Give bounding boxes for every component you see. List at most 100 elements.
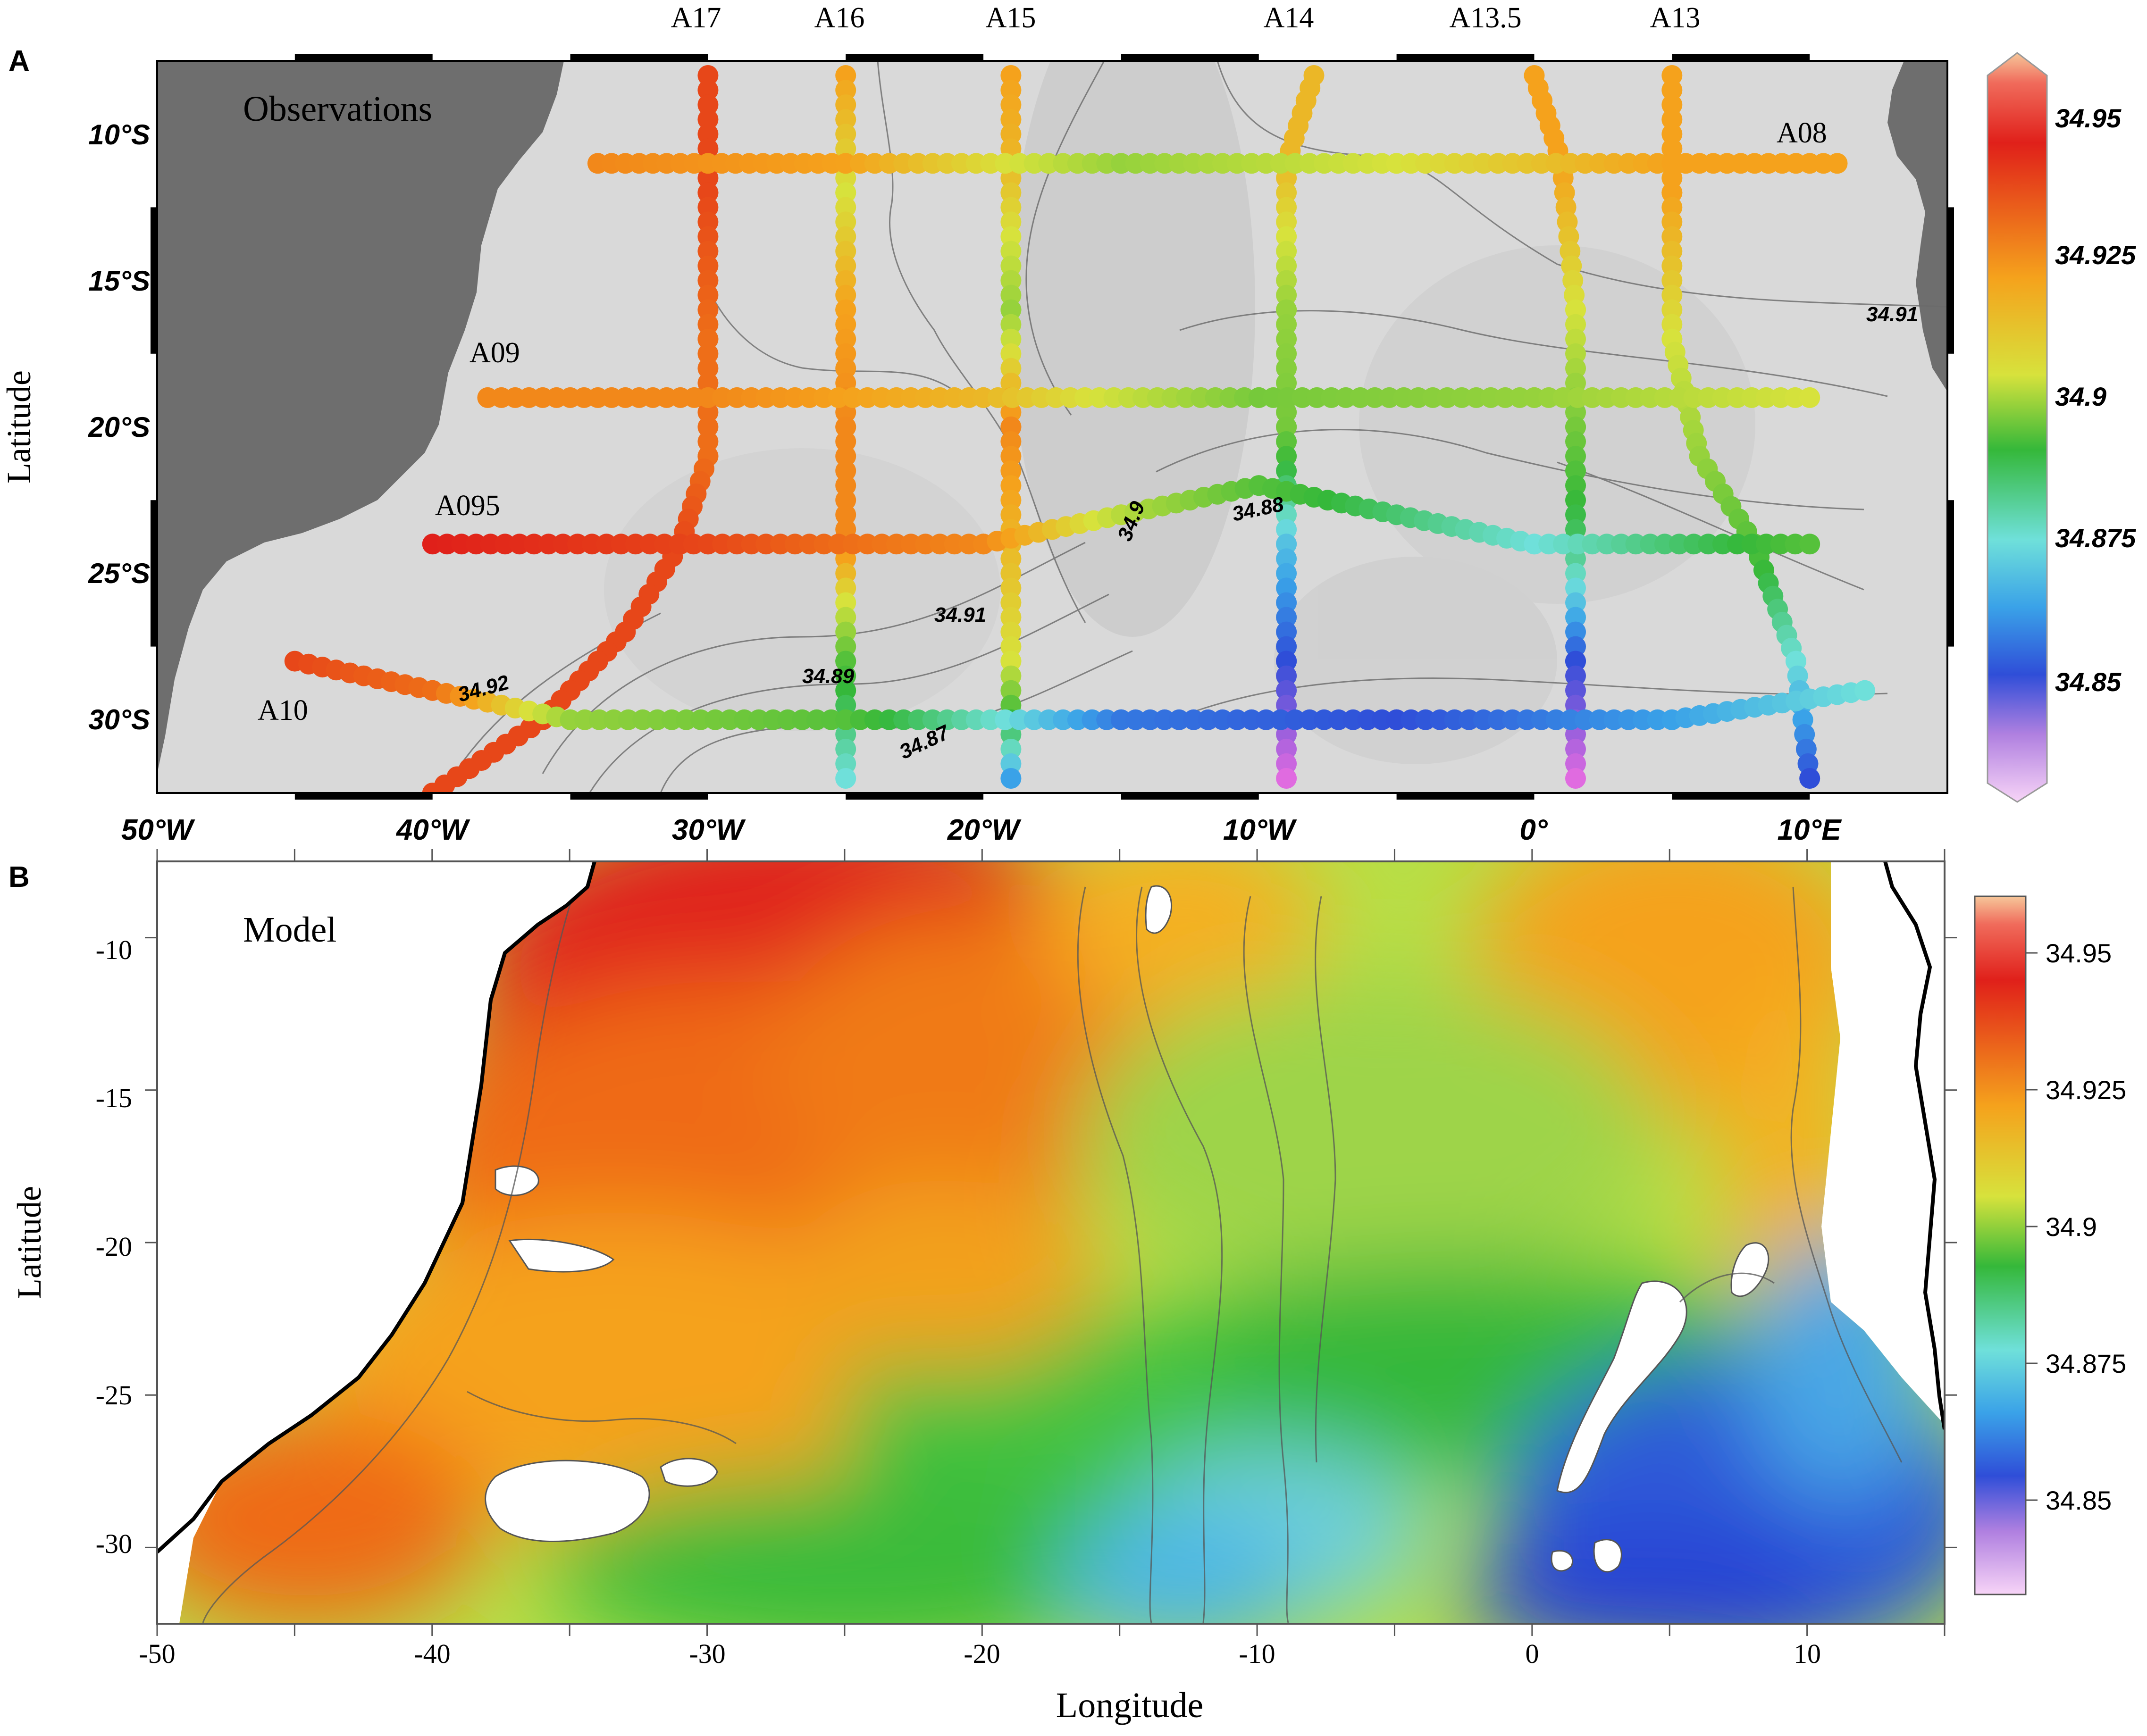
station-dot-a09 bbox=[1045, 387, 1066, 408]
station-dot-a08 bbox=[951, 153, 972, 174]
station-dot-a15 bbox=[1000, 241, 1022, 262]
station-dot-a14 bbox=[1276, 592, 1297, 613]
station-dot-a14 bbox=[1276, 211, 1297, 233]
station-dot-a135 bbox=[1565, 680, 1586, 701]
station-dot-a17 bbox=[697, 328, 719, 350]
station-dot-a10 bbox=[560, 709, 581, 730]
station-dot-a15 bbox=[1000, 284, 1022, 306]
station-dot-a08 bbox=[1473, 153, 1494, 174]
station-dot-a14 bbox=[1276, 417, 1297, 437]
station-dot-a15 bbox=[1000, 490, 1022, 511]
station-dot-a095 bbox=[1552, 534, 1574, 555]
station-dot-a16 bbox=[835, 651, 856, 672]
station-dot-a10 bbox=[806, 709, 827, 730]
station-dot-a10 bbox=[835, 709, 856, 730]
station-dot-a10 bbox=[850, 709, 871, 730]
lon-tick-label: 40°W bbox=[395, 814, 470, 846]
station-dot-a14 bbox=[1276, 241, 1297, 262]
station-dot-a135 bbox=[1565, 417, 1586, 437]
station-dot-a15 bbox=[1000, 504, 1022, 526]
station-dot-a10 bbox=[618, 709, 639, 730]
panel-b-y-ticks: -10 -15 -20 -25 -30 bbox=[96, 935, 132, 1559]
station-dot-a16 bbox=[835, 138, 856, 159]
station-dot-a095 bbox=[1785, 534, 1806, 555]
station-dot-a095 bbox=[828, 534, 849, 555]
station-dot-a09 bbox=[726, 387, 747, 408]
station-dot-a10 bbox=[1226, 709, 1248, 730]
station-dot-a16 bbox=[835, 226, 856, 247]
station-dot-a10 bbox=[1241, 709, 1262, 730]
lon-tick-label: 20°W bbox=[947, 814, 1022, 846]
station-dot-a095 bbox=[567, 534, 588, 555]
station-dot-a09 bbox=[1190, 387, 1211, 408]
station-dot-a135 bbox=[1565, 358, 1586, 379]
frame-tick-segment bbox=[151, 500, 157, 647]
station-dot-a095 bbox=[422, 534, 443, 555]
x-tick-label: 10 bbox=[1794, 1638, 1821, 1669]
station-dot-a16 bbox=[835, 446, 856, 467]
station-dot-a16 bbox=[835, 80, 856, 101]
station-dot-a15 bbox=[1000, 475, 1022, 496]
station-dot-a095 bbox=[538, 534, 559, 555]
section-label-a10: A10 bbox=[258, 694, 308, 726]
station-dot-a08 bbox=[1110, 153, 1132, 174]
odv-watermark: Ocean Data View bbox=[1953, 653, 1972, 790]
station-dot-a08 bbox=[1560, 153, 1581, 174]
station-dot-a10 bbox=[1067, 709, 1088, 730]
station-dot-a095 bbox=[842, 534, 864, 555]
station-dot-a08 bbox=[1647, 153, 1668, 174]
station-dot-a08 bbox=[1198, 153, 1219, 174]
station-dot-a10 bbox=[922, 709, 943, 730]
station-dot-a10 bbox=[748, 709, 769, 730]
station-dot-a09 bbox=[1698, 387, 1719, 408]
station-dot-a17 bbox=[422, 783, 443, 793]
station-dot-a09 bbox=[1640, 387, 1661, 408]
lat-tick-label: 30°S bbox=[88, 704, 150, 735]
colorbar-a-tick: 34.85 bbox=[2055, 667, 2122, 697]
station-dot-a09 bbox=[857, 387, 878, 408]
station-dot-a095 bbox=[1669, 534, 1690, 555]
station-dot-a17 bbox=[697, 343, 719, 364]
station-dot-a09 bbox=[784, 387, 805, 408]
station-dot-a10 bbox=[690, 709, 711, 730]
station-dot-a10 bbox=[1270, 709, 1291, 730]
panel-a-frame bbox=[156, 60, 1948, 794]
panel-a-stations bbox=[284, 65, 1875, 793]
colorbar-b-tickmarks bbox=[2026, 952, 2038, 1501]
station-dot-a08 bbox=[1140, 153, 1161, 174]
station-dot-a095 bbox=[1625, 534, 1646, 555]
station-dot-a095 bbox=[596, 534, 617, 555]
station-dot-a15 bbox=[1000, 592, 1022, 613]
station-dot-a095 bbox=[480, 534, 501, 555]
station-dot-a10 bbox=[1632, 709, 1653, 730]
station-dot-a08 bbox=[1618, 153, 1639, 174]
top-section-label: A17 bbox=[671, 2, 721, 34]
station-dot-a135 bbox=[1565, 636, 1586, 657]
station-dot-a095 bbox=[436, 534, 458, 555]
station-dot-a09 bbox=[1321, 387, 1342, 408]
station-dot-a14 bbox=[1276, 358, 1297, 379]
station-dot-a09 bbox=[1683, 387, 1704, 408]
lat-tick-label: 25°S bbox=[88, 558, 150, 589]
station-dot-a095 bbox=[814, 534, 835, 555]
station-dot-a10 bbox=[907, 709, 929, 730]
station-dot-a08 bbox=[1401, 153, 1422, 174]
station-dot-a13 bbox=[1661, 270, 1683, 291]
station-dot-a15 bbox=[1000, 328, 1022, 350]
station-dot-a09 bbox=[929, 387, 950, 408]
station-dot-a09 bbox=[1248, 387, 1269, 408]
station-dot-a10 bbox=[1647, 709, 1668, 730]
station-dot-a10 bbox=[734, 709, 755, 730]
station-dot-a08 bbox=[893, 153, 914, 174]
station-dot-a16 bbox=[835, 255, 856, 276]
station-dot-a13 bbox=[1661, 65, 1683, 86]
station-dot-a10 bbox=[1459, 709, 1480, 730]
station-dot-a14 bbox=[1276, 446, 1297, 467]
station-dot-a135 bbox=[1565, 563, 1586, 584]
panel-b-inset-label: Model bbox=[243, 910, 336, 950]
station-dot-a095 bbox=[668, 534, 689, 555]
station-dot-a10 bbox=[1183, 709, 1204, 730]
station-dot-a09 bbox=[712, 387, 733, 408]
station-dot-a10 bbox=[589, 709, 610, 730]
station-dot-a10 bbox=[719, 709, 740, 730]
